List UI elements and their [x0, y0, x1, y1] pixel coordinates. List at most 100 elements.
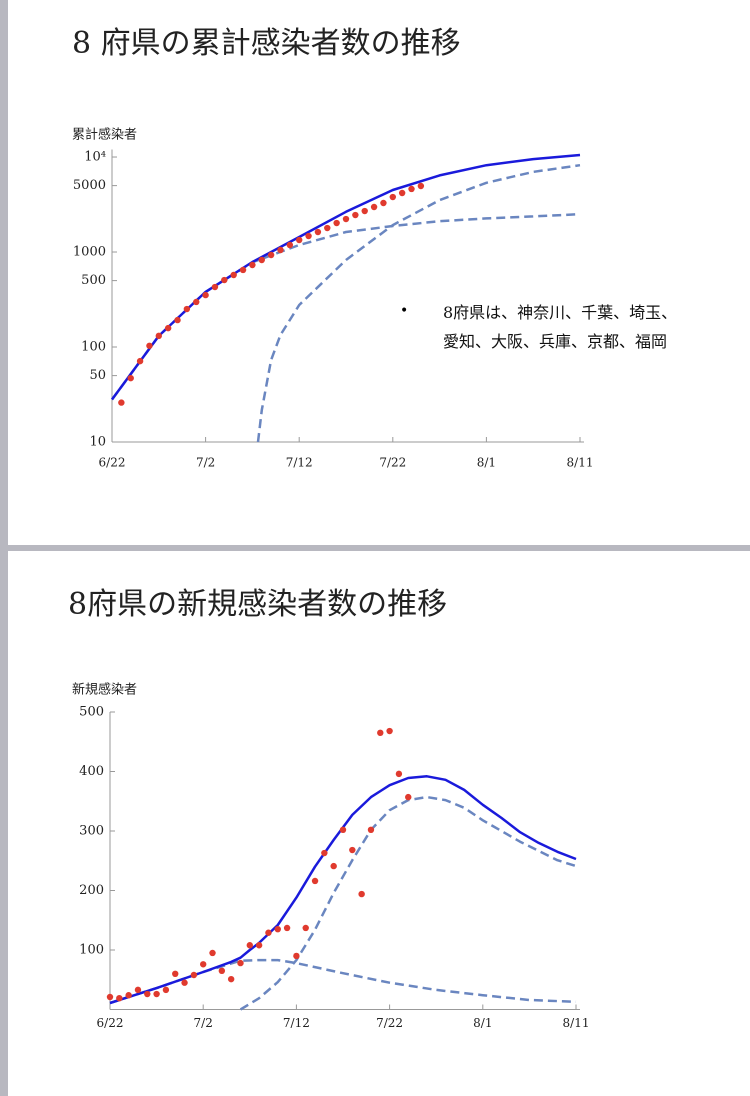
y-tick-label: 400	[79, 764, 104, 779]
x-tick-label: 7/22	[379, 456, 406, 470]
data-point	[221, 276, 228, 284]
data-point	[230, 271, 237, 279]
x-tick-label: 6/22	[97, 1016, 124, 1030]
data-point	[200, 961, 207, 968]
data-point	[352, 211, 359, 219]
data-point	[274, 925, 281, 933]
data-point	[377, 729, 384, 737]
data-point	[408, 185, 415, 193]
component-line	[256, 163, 581, 443]
data-point	[417, 182, 425, 190]
data-point	[190, 971, 198, 979]
component-line	[109, 958, 577, 1005]
data-point	[389, 193, 396, 201]
data-point	[395, 770, 403, 778]
x-tick-label: 7/12	[286, 456, 313, 470]
data-point	[265, 929, 272, 936]
data-point	[227, 975, 235, 983]
x-tick-label: 7/12	[283, 1016, 310, 1030]
data-point	[324, 224, 331, 232]
y-tick-label: 500	[79, 705, 104, 720]
y-tick-label: 10	[89, 435, 106, 450]
data-point	[162, 986, 170, 994]
y-tick-label: 1000	[73, 245, 106, 260]
data-point	[380, 199, 387, 207]
data-point	[209, 949, 216, 957]
data-point	[116, 994, 123, 1002]
model-line	[109, 775, 577, 1005]
data-point	[342, 215, 350, 223]
bullet: •	[400, 303, 409, 319]
data-point	[358, 890, 365, 898]
x-tick-label: 7/22	[376, 1016, 403, 1030]
slide-border	[0, 551, 8, 1096]
data-point	[211, 283, 219, 291]
data-point	[283, 924, 291, 932]
x-tick-label: 8/1	[473, 1016, 492, 1030]
y-axis-label: 累計感染者	[72, 127, 137, 143]
data-point	[246, 942, 253, 949]
data-point	[296, 236, 303, 244]
chart-title: 8府県の新規感染者数の推移	[68, 587, 447, 622]
data-point	[370, 203, 378, 211]
data-point	[277, 246, 284, 254]
y-tick-label: 50	[89, 368, 106, 383]
x-tick-label: 8/11	[567, 456, 594, 470]
data-point	[136, 357, 144, 365]
data-point	[239, 266, 247, 274]
annotation: 8府県は、神奈川、千葉、埼玉、愛知、大阪、兵庫、京都、福岡	[443, 303, 678, 351]
data-point	[183, 305, 191, 313]
x-tick-label: 6/22	[99, 456, 126, 470]
data-point	[118, 399, 125, 406]
data-point	[218, 967, 226, 975]
y-tick-label: 200	[79, 883, 104, 898]
slide-border	[0, 0, 8, 545]
data-point	[202, 291, 209, 299]
data-point	[249, 261, 256, 269]
data-point	[258, 256, 265, 264]
model-line	[110, 153, 581, 401]
chart-title: 8 府県の累計感染者数の推移	[72, 26, 461, 61]
data-point	[305, 232, 312, 240]
data-point	[155, 332, 162, 340]
y-tick-label: 500	[81, 273, 106, 288]
x-tick-label: 7/2	[196, 456, 215, 470]
data-point	[311, 877, 319, 885]
data-point	[314, 228, 322, 236]
data-point	[267, 251, 275, 259]
data-point	[172, 970, 179, 977]
data-point	[286, 241, 294, 249]
y-tick-label: 300	[79, 824, 104, 839]
data-point	[293, 952, 300, 960]
data-point	[398, 189, 406, 197]
data-point	[106, 993, 114, 1001]
data-point	[127, 374, 134, 382]
y-tick-label: 100	[79, 943, 104, 958]
data-point	[349, 846, 356, 854]
x-tick-label: 8/11	[563, 1016, 590, 1030]
data-point	[125, 992, 132, 999]
data-point	[333, 219, 340, 227]
data-point	[237, 959, 244, 967]
data-point	[255, 942, 263, 949]
data-point	[164, 324, 172, 332]
data-point	[146, 342, 153, 349]
x-tick-label: 8/1	[477, 456, 496, 470]
data-point	[302, 924, 309, 932]
y-tick-label: 100	[81, 340, 106, 355]
y-tick-label: 5000	[73, 178, 106, 193]
data-point	[181, 979, 188, 986]
slide-separator	[0, 545, 750, 551]
data-point	[330, 862, 337, 870]
data-point	[386, 727, 393, 735]
data-point	[405, 793, 412, 801]
data-point	[153, 990, 160, 998]
x-tick-label: 7/2	[194, 1016, 213, 1030]
y-axis-label: 新規感染者	[72, 682, 137, 698]
data-point	[174, 316, 181, 324]
data-point	[321, 849, 328, 857]
component-line	[239, 795, 577, 1011]
data-point	[134, 986, 142, 994]
data-point	[367, 826, 375, 834]
